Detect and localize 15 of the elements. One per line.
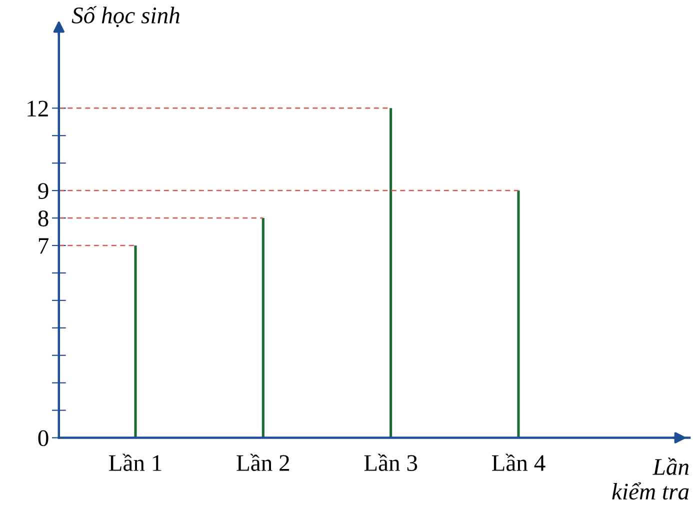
x-tick-label: Lần 3 (364, 454, 418, 472)
x-tick-label: Lần 1 (108, 454, 162, 472)
x-tick-label: Lần 4 (492, 454, 546, 472)
y-tick-label: 8 (38, 210, 48, 226)
y-tick-label: 7 (38, 238, 49, 254)
x-tick-label: Lần 2 (236, 454, 290, 472)
x-axis-title: Lần kiểm tra (612, 458, 689, 500)
bar (517, 190, 520, 438)
bar (134, 245, 137, 438)
y-tick-label: 12 (28, 100, 48, 116)
bar (262, 218, 264, 438)
y-tick-label: 9 (38, 183, 48, 199)
bar (390, 108, 392, 438)
y-tick-label: 0 (38, 430, 48, 446)
y-axis-title: Số học sinh (72, 6, 180, 28)
